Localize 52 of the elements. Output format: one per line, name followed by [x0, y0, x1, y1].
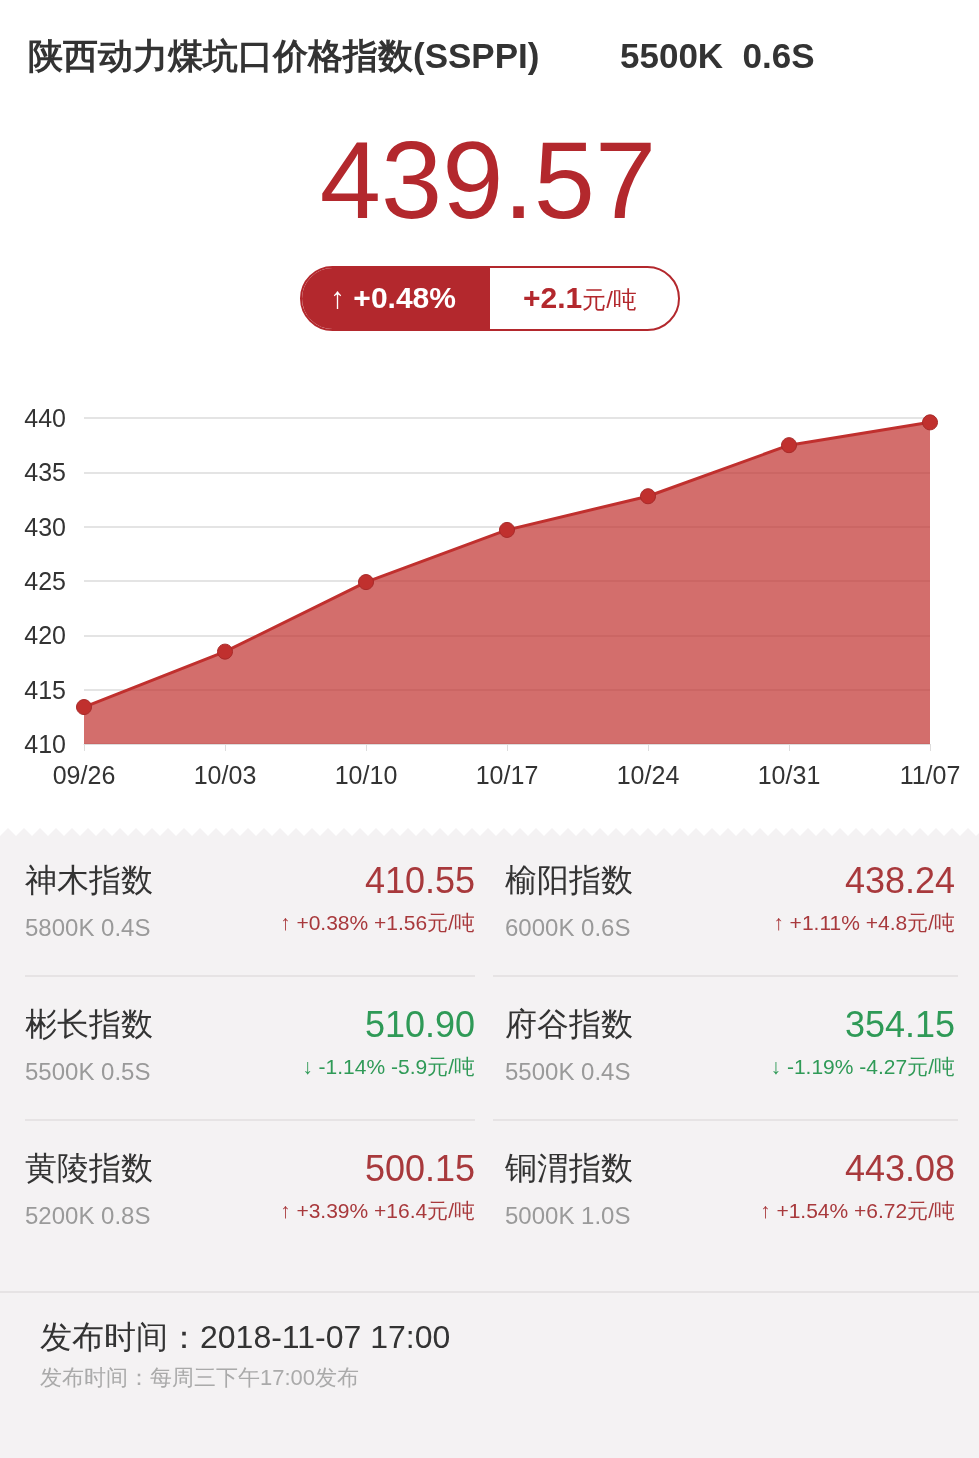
- text: 发布时间：每周三下午17:00发布: [40, 1365, 360, 1390]
- y-tick-label: 415: [24, 675, 66, 704]
- chart-subtitle: 5500K 0.6S: [620, 35, 815, 75]
- text: ↑ +3.39% +16.4元/吨: [280, 1198, 475, 1222]
- x-tick-label: 10/31: [757, 760, 821, 789]
- point: [922, 414, 938, 431]
- text: 铜渭指数: [505, 1150, 633, 1186]
- point: [781, 437, 797, 454]
- point: [76, 699, 92, 716]
- y-tick-label: 440: [24, 404, 66, 432]
- text: ↓ -1.14% -5.9元/吨: [302, 1054, 475, 1078]
- text: 443.08: [844, 1148, 955, 1189]
- text: 府谷指数: [505, 1006, 633, 1042]
- text: 彬长指数: [25, 1006, 153, 1042]
- text: 神木指数: [25, 862, 153, 898]
- text: 5000K 1.0S: [505, 1202, 631, 1229]
- chart-title: 陕西动力煤坑口价格指数(SSPPI): [28, 35, 540, 75]
- text: 500.15: [364, 1148, 475, 1189]
- text: ↑ +0.48%: [330, 281, 456, 314]
- text: 5500K 0.5S: [25, 1058, 151, 1085]
- point: [499, 521, 515, 538]
- text: 5200K 0.8S: [25, 1202, 151, 1229]
- y-tick-label: 435: [24, 458, 66, 487]
- text: 438.24: [844, 860, 955, 901]
- point: [640, 488, 656, 505]
- text: 439.57: [319, 118, 657, 241]
- x-tick-label: 10/24: [616, 760, 680, 789]
- point: [217, 643, 233, 660]
- x-tick-label: 09/26: [52, 760, 116, 789]
- x-tick-label: 10/17: [475, 760, 539, 789]
- text: 黄陵指数: [25, 1150, 153, 1186]
- y-tick-label: 410: [24, 730, 66, 758]
- x-tick-label: 10/10: [334, 760, 398, 789]
- x-tick-label: 10/03: [193, 760, 257, 789]
- text: 410.55: [364, 860, 475, 901]
- text: 榆阳指数: [505, 862, 633, 898]
- point: [358, 574, 374, 591]
- text: ↑ +1.54% +6.72元/吨: [760, 1198, 955, 1222]
- x-tick-label: 11/07: [899, 760, 961, 789]
- text: 5800K 0.4S: [25, 914, 151, 941]
- text: 5500K 0.4S: [505, 1058, 631, 1085]
- text: ↓ -1.19% -4.27元/吨: [770, 1054, 955, 1078]
- text: 510.90: [364, 1004, 475, 1045]
- text: 354.15: [844, 1004, 955, 1045]
- y-tick-label: 420: [24, 621, 66, 650]
- text: ↑ +0.38% +1.56元/吨: [280, 910, 475, 934]
- text: +2.1元/吨: [523, 281, 637, 314]
- text: 6000K 0.6S: [505, 914, 631, 941]
- text: 发布时间：2018-11-07 17:00: [40, 1319, 451, 1355]
- text: ↑ +1.11% +4.8元/吨: [773, 910, 955, 934]
- y-tick-label: 425: [24, 567, 66, 595]
- y-tick-label: 430: [24, 512, 66, 541]
